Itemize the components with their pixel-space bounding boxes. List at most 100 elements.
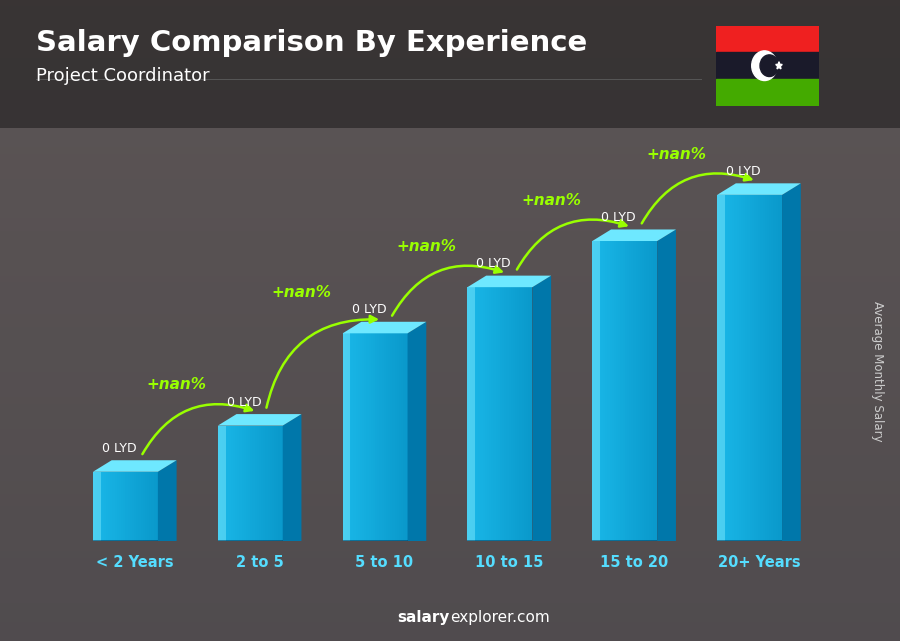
Polygon shape	[717, 195, 719, 541]
Polygon shape	[224, 426, 227, 541]
Polygon shape	[724, 195, 725, 541]
Polygon shape	[281, 426, 283, 541]
Polygon shape	[657, 229, 676, 541]
Polygon shape	[375, 333, 377, 541]
Polygon shape	[347, 333, 349, 541]
Polygon shape	[252, 426, 255, 541]
Polygon shape	[638, 241, 640, 541]
Polygon shape	[616, 241, 618, 541]
Polygon shape	[255, 426, 256, 541]
Polygon shape	[776, 195, 778, 541]
Polygon shape	[343, 333, 345, 541]
Polygon shape	[356, 333, 358, 541]
Polygon shape	[530, 287, 533, 541]
Polygon shape	[504, 287, 507, 541]
Polygon shape	[401, 333, 403, 541]
Text: +nan%: +nan%	[646, 147, 706, 162]
Polygon shape	[467, 540, 533, 541]
Polygon shape	[533, 276, 551, 541]
Polygon shape	[220, 426, 222, 541]
Text: < 2 Years: < 2 Years	[96, 555, 174, 570]
Polygon shape	[734, 195, 736, 541]
Text: Project Coordinator: Project Coordinator	[36, 67, 210, 85]
Polygon shape	[351, 333, 354, 541]
Text: +nan%: +nan%	[272, 285, 331, 300]
Polygon shape	[623, 241, 625, 541]
Polygon shape	[93, 460, 176, 472]
Polygon shape	[93, 472, 101, 541]
Polygon shape	[489, 287, 491, 541]
Polygon shape	[95, 472, 97, 541]
Polygon shape	[717, 195, 725, 541]
Text: 0 LYD: 0 LYD	[352, 303, 386, 316]
Polygon shape	[754, 195, 756, 541]
Polygon shape	[256, 426, 259, 541]
Polygon shape	[360, 333, 362, 541]
Polygon shape	[634, 241, 635, 541]
Polygon shape	[151, 472, 154, 541]
Polygon shape	[386, 333, 388, 541]
Polygon shape	[274, 426, 276, 541]
Polygon shape	[276, 426, 278, 541]
Polygon shape	[267, 426, 270, 541]
Polygon shape	[476, 287, 478, 541]
Polygon shape	[100, 472, 102, 541]
Polygon shape	[511, 287, 513, 541]
Polygon shape	[229, 426, 230, 541]
Polygon shape	[218, 414, 302, 426]
Polygon shape	[741, 195, 743, 541]
Polygon shape	[349, 333, 351, 541]
Polygon shape	[366, 333, 369, 541]
Polygon shape	[343, 540, 408, 541]
Polygon shape	[230, 426, 233, 541]
Polygon shape	[239, 426, 241, 541]
Polygon shape	[102, 472, 104, 541]
Text: Salary Comparison By Experience: Salary Comparison By Experience	[36, 29, 587, 57]
Text: Average Monthly Salary: Average Monthly Salary	[871, 301, 884, 442]
Polygon shape	[143, 472, 145, 541]
Polygon shape	[128, 472, 130, 541]
Polygon shape	[259, 426, 261, 541]
Polygon shape	[235, 426, 238, 541]
Polygon shape	[603, 241, 606, 541]
Polygon shape	[362, 333, 364, 541]
Polygon shape	[394, 333, 397, 541]
Polygon shape	[752, 195, 754, 541]
Polygon shape	[592, 229, 676, 241]
Polygon shape	[218, 426, 220, 541]
Polygon shape	[644, 241, 646, 541]
Polygon shape	[136, 472, 139, 541]
Polygon shape	[122, 472, 123, 541]
Text: +nan%: +nan%	[147, 378, 207, 392]
Polygon shape	[739, 195, 741, 541]
Polygon shape	[119, 472, 122, 541]
Polygon shape	[93, 472, 95, 541]
Text: salary: salary	[398, 610, 450, 625]
Polygon shape	[156, 472, 158, 541]
Polygon shape	[522, 287, 524, 541]
Polygon shape	[518, 287, 519, 541]
Polygon shape	[759, 195, 760, 541]
Polygon shape	[635, 241, 638, 541]
Polygon shape	[354, 333, 356, 541]
Polygon shape	[717, 540, 782, 541]
Polygon shape	[609, 241, 612, 541]
Polygon shape	[233, 426, 235, 541]
Polygon shape	[283, 414, 302, 541]
Polygon shape	[382, 333, 383, 541]
Polygon shape	[524, 287, 526, 541]
Polygon shape	[408, 322, 427, 541]
Polygon shape	[760, 195, 762, 541]
Polygon shape	[364, 333, 366, 541]
Polygon shape	[728, 195, 730, 541]
Polygon shape	[625, 241, 627, 541]
Text: 15 to 20: 15 to 20	[600, 555, 669, 570]
Polygon shape	[388, 333, 391, 541]
Polygon shape	[238, 426, 239, 541]
Polygon shape	[771, 195, 773, 541]
Polygon shape	[745, 195, 747, 541]
Polygon shape	[104, 472, 106, 541]
Polygon shape	[470, 287, 472, 541]
Polygon shape	[405, 333, 408, 541]
Polygon shape	[719, 195, 722, 541]
